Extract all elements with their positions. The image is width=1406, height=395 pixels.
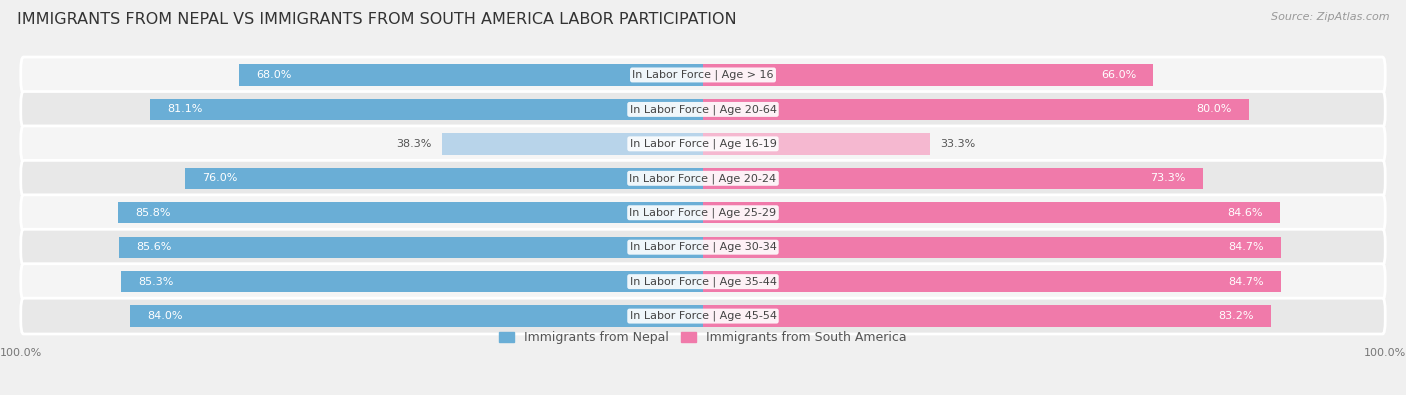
Text: In Labor Force | Age 30-34: In Labor Force | Age 30-34 — [630, 242, 776, 252]
Text: 85.8%: 85.8% — [135, 208, 170, 218]
Bar — [441, 133, 703, 154]
Text: In Labor Force | Age 35-44: In Labor Force | Age 35-44 — [630, 276, 776, 287]
Text: In Labor Force | Age 45-54: In Labor Force | Age 45-54 — [630, 311, 776, 322]
Text: 84.0%: 84.0% — [148, 311, 183, 321]
FancyBboxPatch shape — [21, 195, 1385, 231]
FancyBboxPatch shape — [21, 92, 1385, 127]
FancyBboxPatch shape — [21, 160, 1385, 196]
Text: 84.7%: 84.7% — [1227, 276, 1264, 287]
Bar — [150, 99, 703, 120]
Text: In Labor Force | Age > 16: In Labor Force | Age > 16 — [633, 70, 773, 80]
FancyBboxPatch shape — [21, 229, 1385, 265]
Bar — [703, 167, 1204, 189]
Bar — [703, 202, 1279, 224]
Bar — [129, 305, 703, 327]
Text: In Labor Force | Age 20-64: In Labor Force | Age 20-64 — [630, 104, 776, 115]
Text: In Labor Force | Age 25-29: In Labor Force | Age 25-29 — [630, 207, 776, 218]
Text: In Labor Force | Age 20-24: In Labor Force | Age 20-24 — [630, 173, 776, 184]
Text: 80.0%: 80.0% — [1197, 104, 1232, 115]
Text: 83.2%: 83.2% — [1218, 311, 1254, 321]
Text: 81.1%: 81.1% — [167, 104, 202, 115]
Bar — [703, 271, 1281, 292]
Text: Source: ZipAtlas.com: Source: ZipAtlas.com — [1271, 12, 1389, 22]
Text: 85.6%: 85.6% — [136, 242, 172, 252]
Text: 85.3%: 85.3% — [138, 276, 173, 287]
FancyBboxPatch shape — [21, 264, 1385, 299]
Text: 73.3%: 73.3% — [1150, 173, 1185, 183]
Bar — [118, 202, 703, 224]
Text: 84.6%: 84.6% — [1227, 208, 1263, 218]
Text: In Labor Force | Age 16-19: In Labor Force | Age 16-19 — [630, 139, 776, 149]
Bar — [703, 133, 931, 154]
Bar — [184, 167, 703, 189]
Bar — [703, 237, 1281, 258]
FancyBboxPatch shape — [21, 126, 1385, 162]
Text: 33.3%: 33.3% — [941, 139, 976, 149]
Bar — [703, 64, 1153, 86]
Legend: Immigrants from Nepal, Immigrants from South America: Immigrants from Nepal, Immigrants from S… — [494, 326, 912, 349]
Bar — [120, 237, 703, 258]
Text: 38.3%: 38.3% — [396, 139, 432, 149]
Text: 84.7%: 84.7% — [1227, 242, 1264, 252]
FancyBboxPatch shape — [21, 57, 1385, 93]
Text: 66.0%: 66.0% — [1101, 70, 1136, 80]
Text: 68.0%: 68.0% — [256, 70, 291, 80]
Bar — [703, 305, 1271, 327]
Bar — [703, 99, 1249, 120]
FancyBboxPatch shape — [21, 298, 1385, 334]
Text: IMMIGRANTS FROM NEPAL VS IMMIGRANTS FROM SOUTH AMERICA LABOR PARTICIPATION: IMMIGRANTS FROM NEPAL VS IMMIGRANTS FROM… — [17, 12, 737, 27]
Text: 76.0%: 76.0% — [201, 173, 238, 183]
Bar — [239, 64, 703, 86]
Bar — [121, 271, 703, 292]
